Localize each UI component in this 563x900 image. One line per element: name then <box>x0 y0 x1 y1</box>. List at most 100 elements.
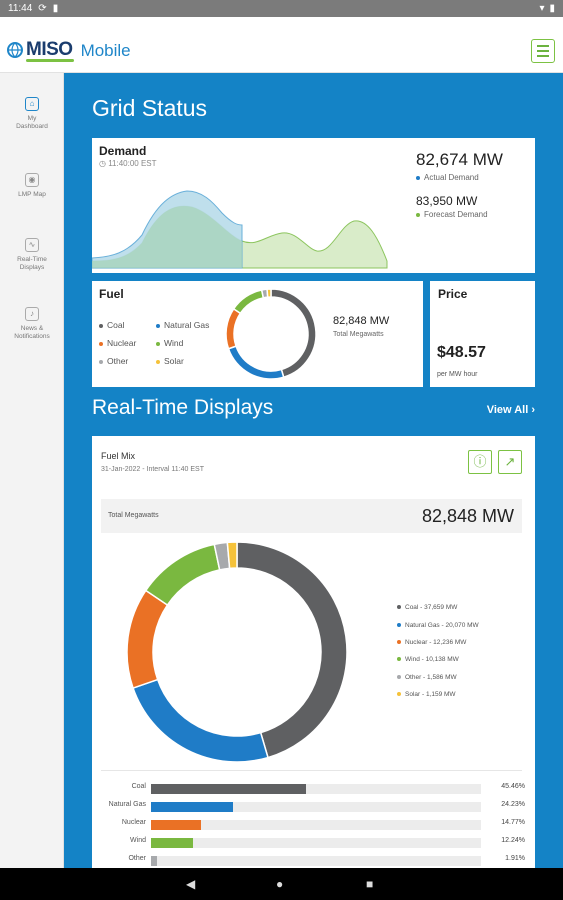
total-megawatts-value: 82,848 MW <box>421 506 514 526</box>
sim-icon: ▮ <box>52 3 59 14</box>
external-link-icon: ↗ <box>504 454 516 469</box>
fuel-bar-track <box>151 838 481 848</box>
fuel-legend-wind: Wind <box>156 338 183 348</box>
fuel-bar-percent: 1.91% <box>505 855 525 862</box>
info-button[interactable]: ⓘ <box>468 450 492 474</box>
sidebar-item-label: News & Notifications <box>14 325 50 340</box>
demand-time-text: 11:40:00 EST <box>108 159 157 168</box>
fuel-bar-label: Coal <box>131 783 146 790</box>
fuel-bar-row: Natural Gas 24.23% <box>92 800 535 812</box>
fuel-mix-date: 31-Jan-2022 - Interval 11:40 EST <box>101 466 204 473</box>
fuel-total-value: 82,848 MW <box>333 315 390 327</box>
sidebar-item-dashboard[interactable]: ⌂ My Dashboard <box>0 97 64 131</box>
total-megawatts-label: Total Megawatts <box>108 512 159 519</box>
donut-slice-coal <box>236 541 348 759</box>
bell-icon: ♪ <box>25 307 39 321</box>
miso-logo[interactable]: MISO Mobile <box>6 39 131 62</box>
divider <box>101 770 522 771</box>
fuel-mix-card: Fuel Mix 31-Jan-2022 - Interval 11:40 ES… <box>92 436 535 868</box>
actual-demand-dot <box>416 175 420 180</box>
donut-slice-wind <box>232 289 265 315</box>
fuel-bar-track <box>151 820 481 830</box>
fuel-bar-fill <box>151 856 158 866</box>
sidebar-item-news[interactable]: ♪ News & Notifications <box>0 307 64 341</box>
demand-card[interactable]: Demand ◷ 11:40:00 EST 82,674 MW Actual D… <box>92 138 535 273</box>
chevron-right-icon: › <box>531 404 535 416</box>
fuel-legend-solar: Solar <box>156 356 184 366</box>
clock-icon: ◷ <box>99 159 109 168</box>
forecast-demand-label-row: Forecast Demand <box>416 210 488 219</box>
fuel-bar-label: Wind <box>130 837 146 844</box>
sync-icon: ⟳ <box>38 3 47 14</box>
actual-demand-label: Actual Demand <box>424 173 479 182</box>
info-icon: ⓘ <box>473 454 487 469</box>
fuel-bar-percent: 45.46% <box>501 783 525 790</box>
donut-slice-nuclear <box>225 307 242 350</box>
sidebar-item-lmp-map[interactable]: ◉ LMP Map <box>0 173 64 199</box>
legend-other: Other - 1,586 MW <box>397 674 457 681</box>
sidebar: ⌂ My Dashboard ◉ LMP Map ∿ Real-Time Dis… <box>0 73 64 868</box>
fuel-mix-title: Fuel Mix <box>101 451 136 461</box>
logo-text: MISO <box>26 39 73 60</box>
system-nav-bar: ◀ ● ■ <box>0 868 563 900</box>
donut-slice-natural-gas <box>227 345 285 380</box>
wifi-icon: ▾ <box>539 3 545 14</box>
price-card[interactable]: Price $48.57 per MW hour <box>430 281 535 387</box>
fuel-bar-fill <box>151 820 202 830</box>
logo-swoosh <box>26 59 74 62</box>
sidebar-item-realtime[interactable]: ∿ Real-Time Displays <box>0 238 64 272</box>
forecast-demand-label: Forecast Demand <box>424 210 488 219</box>
fuel-bar-row: Nuclear 14.77% <box>92 818 535 830</box>
fuel-bar-row: Other 1.91% <box>92 854 535 866</box>
main-content: Grid Status Demand ◷ 11:40:00 EST 82,674… <box>64 73 563 868</box>
fuel-bar-percent: 24.23% <box>501 801 525 808</box>
hamburger-menu-button[interactable] <box>531 39 555 63</box>
fuel-legend-coal: Coal <box>99 320 124 330</box>
fuel-bar-fill <box>151 802 234 812</box>
battery-icon: ▮ <box>549 3 555 14</box>
fuel-card[interactable]: Fuel Coal Natural Gas Nuclear Wind Other… <box>92 281 423 387</box>
home-button[interactable]: ● <box>276 877 284 891</box>
donut-slice-natural-gas <box>132 678 269 763</box>
fuel-bar-track <box>151 802 481 812</box>
recents-button[interactable]: ■ <box>366 877 374 891</box>
fuel-bar-row: Coal 45.46% <box>92 782 535 794</box>
globe-icon <box>7 42 23 58</box>
fuel-bar-label: Nuclear <box>121 819 146 826</box>
donut-slice-solar <box>266 288 272 298</box>
back-button[interactable]: ◀ <box>186 877 196 891</box>
demand-time: ◷ 11:40:00 EST <box>99 159 157 168</box>
fuel-bar-fill <box>151 838 193 848</box>
menu-line-icon <box>537 50 549 52</box>
fuel-legend-other: Other <box>99 356 128 366</box>
actual-demand-label-row: Actual Demand <box>416 173 479 182</box>
sidebar-item-label: My Dashboard <box>16 115 48 130</box>
fuel-legend-natural-gas: Natural Gas <box>156 320 209 330</box>
legend-natural-gas: Natural Gas - 20,070 MW <box>397 622 479 629</box>
fuel-bar-label: Other <box>128 855 146 862</box>
sidebar-item-label: Real-Time Displays <box>17 256 47 271</box>
grid-status-heading: Grid Status <box>92 95 208 121</box>
total-megawatts-bar: Total Megawatts 82,848 MW <box>101 499 522 533</box>
fuel-bar-percent: 12.24% <box>501 837 525 844</box>
open-external-button[interactable]: ↗ <box>498 450 522 474</box>
fuel-donut-chart <box>225 288 317 380</box>
map-pin-icon: ◉ <box>25 173 39 187</box>
donut-slice-solar <box>226 541 238 570</box>
view-all-link[interactable]: View All › <box>487 404 535 416</box>
menu-line-icon <box>537 55 549 57</box>
home-icon: ⌂ <box>25 97 39 111</box>
fuel-total-label: Total Megawatts <box>333 331 384 338</box>
fuel-mix-donut-chart <box>126 541 348 763</box>
fuel-bar-fill <box>151 784 306 794</box>
fuel-bar-track <box>151 784 481 794</box>
pulse-icon: ∿ <box>25 238 39 252</box>
app-header: MISO Mobile <box>0 17 563 73</box>
fuel-bar-row: Wind 12.24% <box>92 836 535 848</box>
sidebar-item-label: LMP Map <box>18 191 46 198</box>
fuel-bar-track <box>151 856 481 866</box>
legend-solar: Solar - 1,159 MW <box>397 691 456 698</box>
price-unit: per MW hour <box>437 371 478 378</box>
legend-nuclear: Nuclear - 12,236 MW <box>397 639 466 646</box>
donut-slice-wind <box>144 543 221 607</box>
